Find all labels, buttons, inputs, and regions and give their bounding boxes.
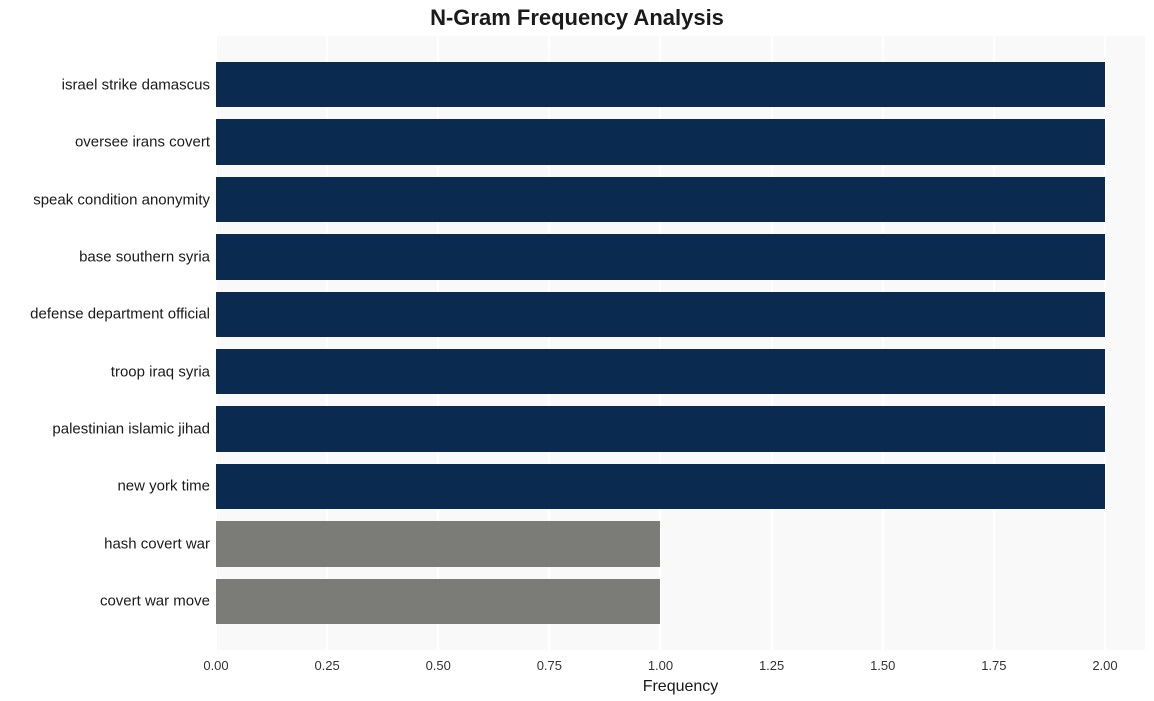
- y-tick-label: israel strike damascus: [62, 76, 210, 93]
- bar: [216, 292, 1105, 337]
- x-tick-label: 0.75: [537, 658, 562, 673]
- bar: [216, 349, 1105, 394]
- x-tick-label: 1.00: [648, 658, 673, 673]
- bar: [216, 521, 660, 566]
- y-tick-label: oversee irans covert: [75, 134, 210, 151]
- bar: [216, 406, 1105, 451]
- bar: [216, 119, 1105, 164]
- y-tick-label: speak condition anonymity: [33, 191, 210, 208]
- x-tick-label: 1.75: [981, 658, 1006, 673]
- y-tick-label: defense department official: [30, 306, 210, 323]
- ngram-chart: N-Gram Frequency Analysis Frequency 0.00…: [0, 0, 1154, 701]
- x-tick-label: 0.25: [314, 658, 339, 673]
- y-tick-label: base southern syria: [79, 248, 210, 265]
- y-tick-label: covert war move: [100, 593, 210, 610]
- plot-area: [216, 36, 1145, 650]
- y-tick-label: palestinian islamic jihad: [52, 421, 210, 438]
- x-tick-label: 1.50: [870, 658, 895, 673]
- x-tick-label: 0.00: [203, 658, 228, 673]
- y-tick-label: hash covert war: [104, 535, 210, 552]
- bar: [216, 177, 1105, 222]
- x-tick-label: 1.25: [759, 658, 784, 673]
- y-tick-label: troop iraq syria: [111, 363, 210, 380]
- bar: [216, 579, 660, 624]
- y-tick-label: new york time: [117, 478, 210, 495]
- x-tick-label: 0.50: [426, 658, 451, 673]
- bar: [216, 62, 1105, 107]
- x-tick-label: 2.00: [1092, 658, 1117, 673]
- x-axis-label: Frequency: [216, 678, 1145, 696]
- bar: [216, 464, 1105, 509]
- chart-title: N-Gram Frequency Analysis: [0, 5, 1154, 31]
- bar: [216, 234, 1105, 279]
